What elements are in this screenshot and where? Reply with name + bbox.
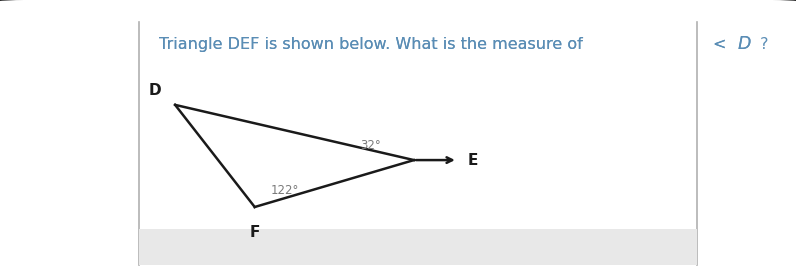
Text: 32°: 32°	[360, 139, 380, 152]
Text: <: <	[712, 37, 732, 52]
Text: $D$: $D$	[736, 35, 751, 53]
Text: <: <	[712, 37, 732, 52]
Text: E: E	[467, 153, 478, 168]
Text: F: F	[249, 225, 260, 240]
Text: Triangle DEF is shown below. What is the measure of: Triangle DEF is shown below. What is the…	[159, 37, 588, 52]
FancyBboxPatch shape	[139, 229, 696, 265]
Text: Triangle DEF is shown below. What is the measure of: Triangle DEF is shown below. What is the…	[159, 37, 588, 52]
Text: 122°: 122°	[271, 184, 299, 197]
Text: $D$: $D$	[736, 35, 751, 53]
Text: ?: ?	[755, 37, 769, 52]
Text: D: D	[148, 83, 161, 98]
